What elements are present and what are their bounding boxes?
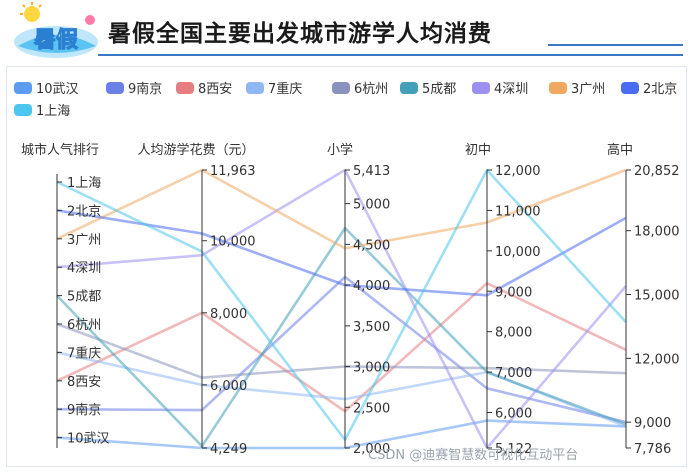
axis-tick-label: 4,249: [210, 442, 247, 457]
series-line[interactable]: [56, 322, 627, 380]
legend-swatch[interactable]: [176, 82, 194, 94]
axis-tick-label: 5成都: [67, 290, 101, 305]
legend-swatch[interactable]: [621, 82, 639, 94]
legend: 10武汉 9南京 8西安 7重庆 6杭州 5成都 4深圳 3广州 2北京 1上海: [14, 81, 677, 119]
watermark: CSDN @迪赛智慧数可视化互动平台: [368, 448, 579, 463]
legend-swatch[interactable]: [332, 82, 350, 94]
legend-swatch[interactable]: [14, 82, 32, 94]
axes: 城市人气排行 1上海 2北京 3广州 4深圳 5成都 6杭州 7重庆 8西安 9南京 10武汉 人均游…: [21, 142, 680, 457]
axis-tick-label: 4,000: [353, 279, 390, 294]
axis-tick-label: 6,000: [210, 379, 247, 394]
legend-label[interactable]: 1上海: [36, 104, 70, 119]
axis-tick-label: 20,852: [634, 164, 680, 179]
axis-tick-label: 5,413: [353, 164, 390, 179]
axis-name: 高中: [607, 142, 633, 158]
legend-swatch[interactable]: [400, 82, 418, 94]
legend-swatch[interactable]: [106, 82, 124, 94]
axis-tick-label: 9,000: [495, 285, 532, 300]
axis-tick-label: 12,000: [634, 352, 680, 367]
legend-label[interactable]: 9南京: [128, 81, 162, 97]
axis-tick-label: 4深圳: [67, 261, 101, 276]
axis-tick-label: 7重庆: [67, 345, 101, 361]
legend-label[interactable]: 5成都: [422, 82, 456, 97]
axis-name: 城市人气排行: [21, 142, 99, 158]
axis-tick-label: 7,786: [634, 442, 671, 457]
header: 暑假 暑假全国主要出发城市游学人均消费: [0, 0, 694, 66]
series-lines: [56, 168, 627, 450]
axis-name: 小学: [327, 142, 353, 158]
axis-tick-label: 4,500: [353, 238, 390, 253]
chart-frame: [6, 66, 687, 467]
axis-tick-label: 3,500: [353, 320, 390, 335]
axis-tick-label: 8,000: [495, 326, 532, 341]
axis-tick-label: 2,500: [353, 401, 390, 416]
axis-tick-label: 8,000: [210, 307, 247, 322]
axis-tick-label: 18,000: [634, 225, 680, 240]
legend-swatch[interactable]: [549, 82, 567, 94]
legend-label[interactable]: 6杭州: [354, 82, 388, 97]
axis-tick-label: 11,000: [495, 204, 541, 219]
axis-tick-label: 6,000: [495, 407, 532, 422]
axis-tick-label: 10,000: [495, 245, 541, 260]
axis-tick-label: 8西安: [67, 375, 101, 390]
axis-tick-label: 7,000: [495, 366, 532, 381]
axis-tick-label: 5,000: [353, 198, 390, 213]
axis-tick-label: 11,963: [210, 164, 256, 179]
title-underline-accent: [548, 44, 683, 46]
page-title: 暑假全国主要出发城市游学人均消费: [108, 21, 492, 47]
axis-tick-label: 10,000: [210, 235, 256, 250]
legend-label[interactable]: 2北京: [643, 82, 677, 97]
series-line[interactable]: [56, 168, 627, 250]
axis-tick-label: 3广州: [67, 233, 101, 248]
legend-swatch[interactable]: [14, 104, 32, 116]
axis-name: 初中: [465, 143, 491, 158]
legend-label[interactable]: 7重庆: [268, 81, 302, 97]
summer-logo-icon: 暑假: [14, 2, 98, 58]
series-line[interactable]: [56, 275, 627, 424]
axis-tick-label: 5,122: [495, 442, 532, 457]
axis-name: 人均游学花费（元）: [137, 142, 254, 158]
axis-tick-label: 3,000: [353, 361, 390, 376]
legend-label[interactable]: 3广州: [571, 82, 605, 97]
axis-tick-label: 9,000: [634, 416, 671, 431]
title-underline: [98, 54, 683, 56]
svg-text:暑假: 暑假: [34, 28, 78, 53]
legend-swatch[interactable]: [246, 82, 264, 94]
axis-tick-label: 2,000: [353, 442, 390, 457]
legend-label[interactable]: 4深圳: [494, 82, 528, 97]
axis-tick-label: 10武汉: [67, 432, 110, 447]
legend-label[interactable]: 10武汉: [36, 82, 79, 97]
axis-tick-label: 15,000: [634, 289, 680, 304]
legend-swatch[interactable]: [472, 82, 490, 94]
axis-tick-label: 6杭州: [67, 318, 101, 333]
axis-tick-label: 12,000: [495, 164, 541, 179]
axis-tick-label: 9南京: [67, 402, 101, 418]
series-line[interactable]: [56, 351, 627, 428]
axis-tick-label: 2北京: [67, 204, 101, 219]
axis-tick-label: 1上海: [67, 176, 101, 191]
legend-label[interactable]: 8西安: [198, 82, 232, 97]
